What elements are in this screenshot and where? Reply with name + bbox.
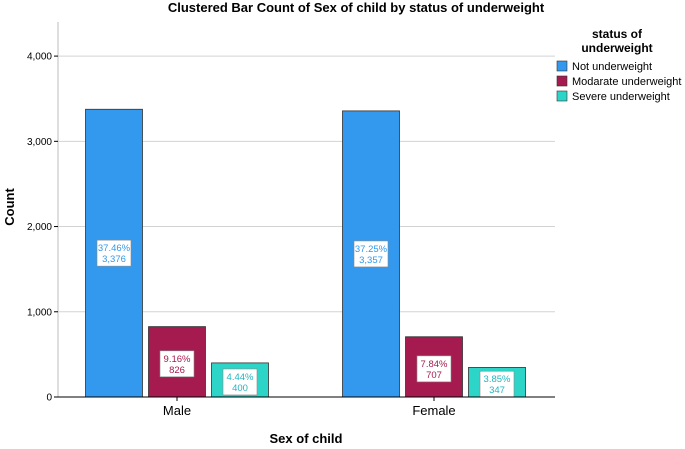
y-tick-label: 3,000 [27, 137, 52, 148]
legend-title-line: status of [592, 27, 643, 41]
data-label-count: 400 [232, 383, 248, 394]
data-label-box [416, 355, 452, 383]
data-label-percent: 37.46% [98, 243, 131, 254]
legend: status of underweight Not underweight Modar… [556, 27, 681, 103]
data-label-count: 707 [426, 370, 442, 381]
legend-label: Modarate underweight [572, 76, 681, 88]
data-label-box [479, 370, 515, 398]
data-label-percent: 4.44% [227, 372, 254, 383]
y-axis-title: Count [2, 188, 17, 226]
x-axis: Male Female [58, 396, 555, 418]
y-tick-label: 2,000 [27, 222, 52, 233]
y-tick-label: 1,000 [27, 307, 52, 318]
data-label-box [222, 368, 258, 396]
data-label-count: 826 [169, 365, 185, 376]
x-axis-title: Sex of child [270, 431, 343, 446]
data-label-count: 3,357 [359, 255, 383, 266]
data-label-percent: 7.84% [421, 359, 448, 370]
x-tick-label: Male [163, 403, 191, 418]
bars: 37.46%3,376 9.16%826 4.44%400 37.25%3,357 7.… [85, 108, 526, 398]
y-tick-label: 4,000 [27, 52, 52, 63]
data-label-percent: 9.16% [164, 354, 191, 365]
legend-swatch [556, 75, 568, 87]
chart-title: Clustered Bar Count of Sex of child by s… [168, 0, 545, 15]
legend-swatch [556, 60, 568, 72]
y-tick-label: 0 [46, 393, 52, 404]
x-tick-label: Female [412, 403, 455, 418]
legend-label: Not underweight [572, 61, 652, 73]
legend-title: status of underweight [581, 27, 652, 55]
legend-swatch [556, 90, 568, 102]
data-label-box [159, 350, 195, 378]
data-label-percent: 3.85% [484, 374, 511, 385]
y-axis: 0 1,000 2,000 3,000 4,000 [27, 52, 58, 404]
data-label-box [353, 240, 389, 268]
data-label-count: 347 [489, 385, 505, 396]
data-label-box [96, 239, 132, 267]
legend-label: Severe underweight [572, 91, 670, 103]
data-label-count: 3,376 [102, 254, 126, 265]
legend-title-line: underweight [581, 41, 652, 55]
data-label-percent: 37.25% [355, 244, 388, 255]
